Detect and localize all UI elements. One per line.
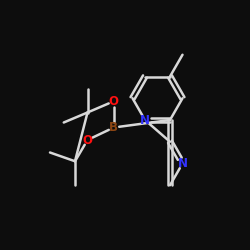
Text: B: B: [109, 121, 118, 134]
Text: N: N: [140, 114, 150, 126]
Text: O: O: [82, 134, 92, 146]
Text: O: O: [109, 95, 119, 108]
Text: N: N: [178, 157, 188, 170]
